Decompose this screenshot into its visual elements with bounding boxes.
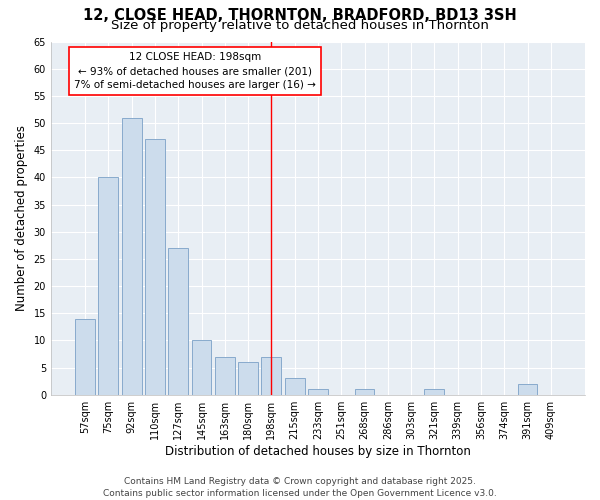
Bar xyxy=(191,340,211,394)
X-axis label: Distribution of detached houses by size in Thornton: Distribution of detached houses by size … xyxy=(165,444,471,458)
Text: 12 CLOSE HEAD: 198sqm
← 93% of detached houses are smaller (201)
7% of semi-deta: 12 CLOSE HEAD: 198sqm ← 93% of detached … xyxy=(74,52,316,90)
Y-axis label: Number of detached properties: Number of detached properties xyxy=(15,125,28,311)
Bar xyxy=(145,140,165,394)
Bar xyxy=(424,390,444,394)
Text: Contains HM Land Registry data © Crown copyright and database right 2025.
Contai: Contains HM Land Registry data © Crown c… xyxy=(103,476,497,498)
Bar xyxy=(215,356,235,395)
Bar xyxy=(518,384,538,394)
Bar xyxy=(285,378,305,394)
Bar xyxy=(169,248,188,394)
Bar xyxy=(308,390,328,394)
Bar xyxy=(98,178,118,394)
Bar xyxy=(238,362,258,394)
Text: 12, CLOSE HEAD, THORNTON, BRADFORD, BD13 3SH: 12, CLOSE HEAD, THORNTON, BRADFORD, BD13… xyxy=(83,8,517,22)
Text: Size of property relative to detached houses in Thornton: Size of property relative to detached ho… xyxy=(111,18,489,32)
Bar xyxy=(75,318,95,394)
Bar xyxy=(355,390,374,394)
Bar xyxy=(122,118,142,394)
Bar xyxy=(262,356,281,395)
